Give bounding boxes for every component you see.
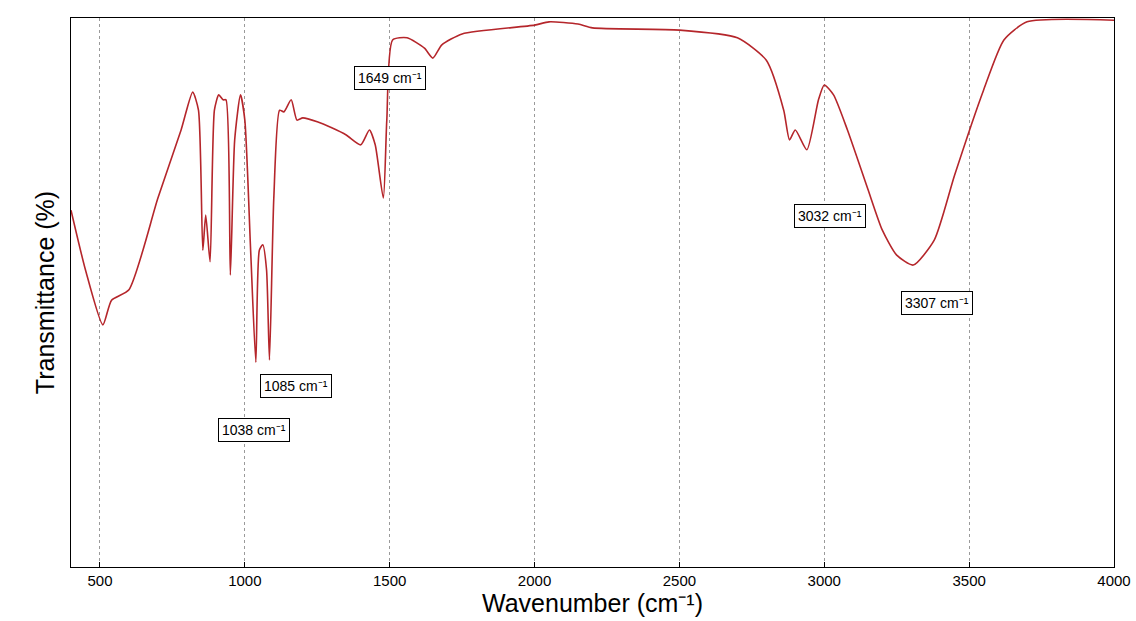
- svg-text:1500: 1500: [373, 572, 406, 589]
- svg-text:1085 cm⁻¹: 1085 cm⁻¹: [264, 378, 328, 394]
- svg-text:500: 500: [87, 572, 112, 589]
- svg-text:Transmittance (%): Transmittance (%): [31, 191, 59, 394]
- svg-text:3500: 3500: [952, 572, 985, 589]
- svg-text:2500: 2500: [663, 572, 696, 589]
- svg-text:3032 cm⁻¹: 3032 cm⁻¹: [798, 208, 862, 224]
- svg-text:1000: 1000: [228, 572, 261, 589]
- svg-text:4000: 4000: [1097, 572, 1130, 589]
- svg-text:1038 cm⁻¹: 1038 cm⁻¹: [222, 422, 286, 438]
- svg-text:3307 cm⁻¹: 3307 cm⁻¹: [905, 295, 969, 311]
- svg-text:Wavenumber (cm⁻¹): Wavenumber (cm⁻¹): [482, 589, 703, 617]
- svg-text:2000: 2000: [518, 572, 551, 589]
- svg-text:1649 cm⁻¹: 1649 cm⁻¹: [358, 70, 422, 86]
- svg-text:3000: 3000: [808, 572, 841, 589]
